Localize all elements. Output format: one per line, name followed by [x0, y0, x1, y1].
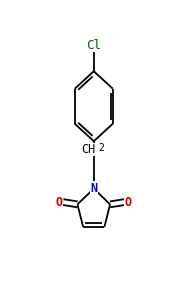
- Text: N: N: [90, 182, 97, 195]
- Text: O: O: [56, 196, 63, 209]
- Text: Cl: Cl: [86, 39, 101, 52]
- Text: CH: CH: [81, 143, 95, 156]
- Text: O: O: [125, 196, 132, 209]
- Text: 2: 2: [99, 143, 104, 153]
